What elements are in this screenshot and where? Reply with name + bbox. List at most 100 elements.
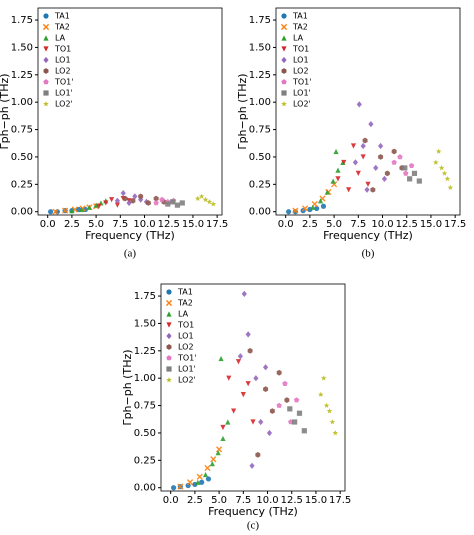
legend-label: LO2	[55, 67, 71, 76]
legend-label: TO1'	[54, 78, 73, 87]
legend-label: TA2	[177, 299, 193, 308]
point	[403, 170, 409, 176]
point	[352, 159, 359, 166]
point	[114, 202, 121, 208]
point	[391, 148, 397, 155]
point	[346, 187, 352, 193]
legend-label: TO1	[292, 45, 309, 54]
legend-marker	[166, 322, 172, 328]
legend-marker	[166, 344, 172, 350]
point	[335, 167, 341, 173]
x-tick-label: 12.5	[158, 219, 180, 230]
y-tick-label: 1.75	[249, 15, 271, 26]
point	[292, 209, 298, 215]
point	[335, 176, 341, 182]
point	[170, 485, 177, 491]
legend-label: TO1	[177, 321, 194, 330]
point	[269, 408, 275, 414]
caption: (c)	[247, 520, 260, 532]
x-tick-label: 10.0	[256, 495, 278, 506]
point	[195, 479, 201, 485]
y-tick-label: 0.00	[11, 207, 33, 218]
point	[159, 196, 165, 202]
legend-marker	[43, 90, 49, 96]
point	[320, 375, 327, 381]
point	[296, 410, 303, 416]
point	[47, 209, 54, 215]
point	[287, 406, 293, 412]
point	[245, 381, 251, 387]
point	[86, 204, 92, 210]
point	[220, 435, 226, 442]
point	[333, 148, 339, 155]
point	[196, 473, 203, 480]
x-tick-label: 5.0	[88, 219, 104, 230]
legend-label: LO1'	[178, 365, 196, 374]
point	[96, 203, 102, 209]
point	[62, 207, 69, 214]
point	[195, 195, 201, 201]
x-tick-label: 7.5	[235, 495, 251, 506]
point	[266, 429, 273, 437]
x-tick-label: 17.5	[206, 219, 228, 230]
y-tick-label: 0.50	[11, 152, 33, 163]
point	[202, 471, 209, 478]
point	[114, 197, 121, 204]
y-tick-label: 0.25	[249, 179, 271, 190]
legend-marker	[43, 68, 49, 74]
legend-label: LO1'	[55, 89, 73, 98]
y-tick-label: 1.50	[134, 318, 156, 329]
point	[441, 170, 448, 176]
point	[447, 184, 454, 190]
point	[320, 203, 327, 209]
y-tick-label: 0.75	[11, 125, 33, 136]
x-tick-label: 15.0	[182, 219, 204, 230]
point	[93, 202, 99, 208]
x-tick-label: 0.0	[163, 495, 179, 506]
plot-frame	[160, 283, 346, 492]
point	[411, 170, 418, 176]
x-tick-label: 12.5	[281, 495, 303, 506]
point	[329, 419, 336, 425]
point	[226, 375, 232, 381]
legend-label: LA	[293, 34, 304, 43]
point	[186, 479, 194, 486]
y-axis-label: Γph−ph (THz)	[236, 73, 249, 149]
point	[132, 193, 138, 200]
point	[126, 199, 132, 207]
point	[235, 359, 242, 365]
point	[210, 201, 216, 207]
x-tick-label: 17.5	[444, 219, 466, 230]
legend-marker	[281, 79, 287, 85]
legend-marker	[281, 101, 287, 107]
x-tick-label: 0.0	[278, 219, 294, 230]
legend-marker	[43, 46, 49, 52]
legend-marker	[42, 23, 50, 31]
point	[138, 193, 144, 200]
legend-label: TA1	[54, 12, 70, 21]
point	[356, 101, 362, 108]
point	[314, 205, 320, 212]
point	[109, 197, 115, 203]
x-tick-label: 15.0	[420, 219, 442, 230]
point	[284, 397, 290, 403]
point	[237, 353, 244, 360]
legend-marker	[43, 13, 49, 19]
plot-frame	[275, 7, 461, 216]
legend-marker	[43, 101, 49, 107]
point	[350, 143, 357, 149]
point	[362, 137, 368, 144]
legend-marker	[166, 377, 172, 383]
x-tick-label: 15.0	[305, 495, 327, 506]
point	[250, 419, 256, 425]
point	[435, 148, 442, 154]
point	[360, 154, 366, 160]
legend-label: TA1	[177, 288, 193, 297]
legend-marker	[43, 79, 49, 85]
point	[416, 178, 422, 184]
point	[381, 175, 388, 182]
legend-label: LO1	[178, 332, 194, 341]
x-tick-label: 17.5	[329, 495, 351, 506]
y-tick-label: 0.00	[134, 483, 156, 494]
